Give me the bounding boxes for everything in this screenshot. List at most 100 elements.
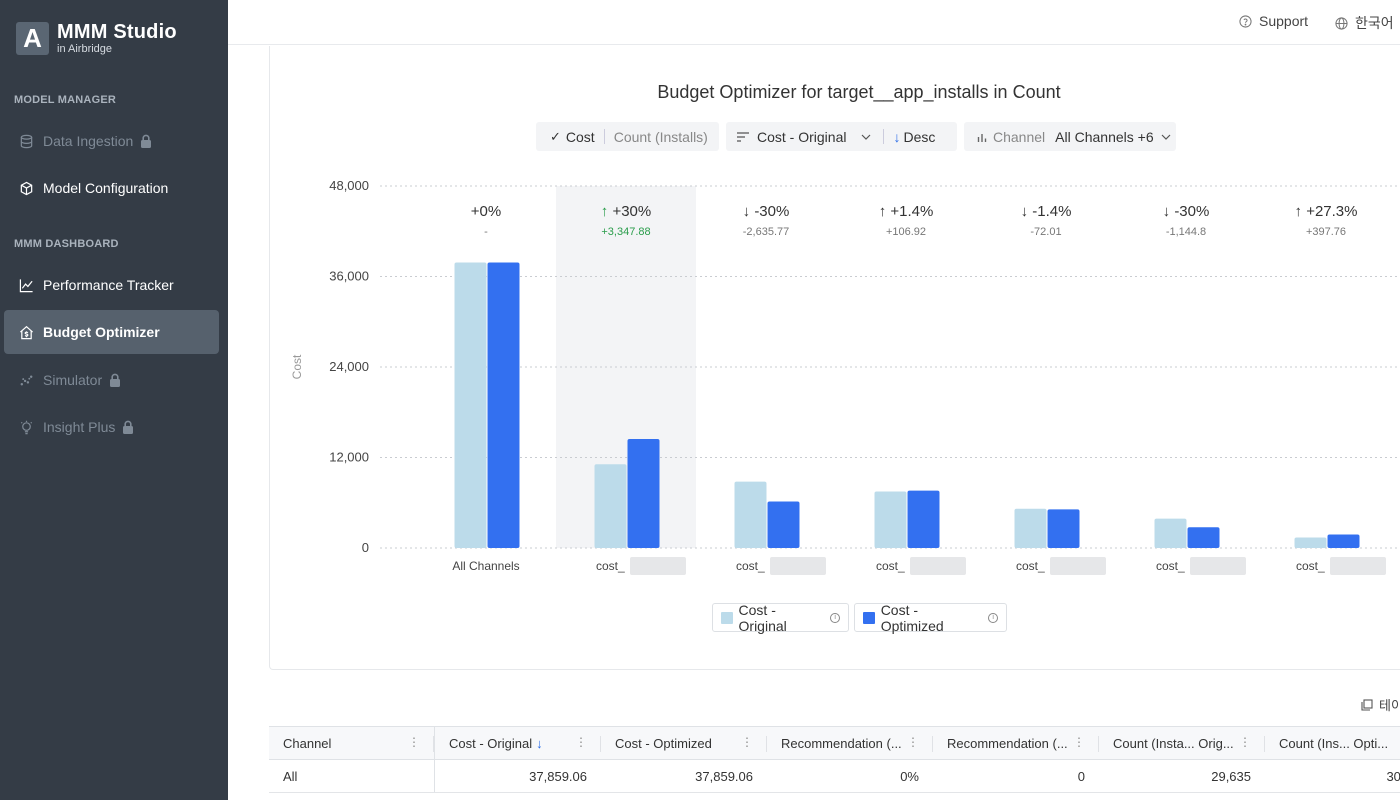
sidebar-item-label: Budget Optimizer	[43, 324, 160, 340]
line-chart-icon	[18, 277, 34, 293]
x-tick-label: cost_	[876, 559, 905, 573]
kebab-menu-icon[interactable]: ⋮	[408, 735, 420, 749]
channel-filter[interactable]: Channel All Channels +6	[964, 122, 1176, 151]
bar-optimized[interactable]	[627, 439, 660, 548]
info-icon[interactable]: i	[830, 612, 840, 623]
table-row[interactable]: All 37,859.06 37,859.06 0% 0 29,635 30,7…	[269, 760, 1400, 793]
kebab-menu-icon[interactable]: ⋮	[741, 735, 753, 749]
change-percent-label: ↓ -30%	[1163, 203, 1210, 220]
bar-optimized[interactable]	[1187, 527, 1220, 548]
column-header-label: Channel	[283, 735, 332, 751]
y-tick-label: 48,000	[329, 178, 369, 193]
sidebar-item-simulator[interactable]: Simulator	[4, 358, 219, 402]
y-tick-label: 12,000	[329, 450, 369, 465]
sidebar-item-model-configuration[interactable]: Model Configuration	[4, 166, 219, 210]
metric-option-cost[interactable]: Cost	[565, 128, 595, 145]
cell-recommendation-pct: 0%	[900, 768, 919, 784]
bar-optimized[interactable]	[767, 501, 800, 548]
app-subtitle: in Airbridge	[57, 43, 113, 55]
sidebar-item-performance-tracker[interactable]: Performance Tracker	[4, 263, 219, 307]
bar-original[interactable]	[734, 481, 767, 548]
column-header-count-optimized[interactable]: Count (Ins... Opti...	[1265, 727, 1400, 759]
language-switcher[interactable]: 한국어	[1335, 13, 1394, 33]
globe-icon	[1335, 16, 1348, 30]
metric-toggle[interactable]: ✓ Cost Count (Installs)	[536, 122, 719, 151]
lock-icon	[122, 420, 134, 434]
sort-direction[interactable]: Desc	[903, 128, 936, 145]
change-percent-value: +0%	[471, 203, 501, 220]
bar-optimized[interactable]	[1327, 534, 1360, 548]
column-header-label: Count (Ins... Opti...	[1279, 735, 1389, 751]
legend-item-original[interactable]: Cost - Original i	[712, 602, 849, 634]
bar-original[interactable]	[594, 464, 627, 548]
sort-field[interactable]: Cost - Original	[757, 128, 847, 145]
change-percent-label: ↓ -1.4%	[1021, 203, 1072, 220]
arrow-up-icon: ↑	[879, 203, 891, 220]
bar-chart: 0 12,000 24,000 36,000 48,000 Cost All Channel…	[290, 178, 1400, 575]
bar-optimized[interactable]	[487, 262, 520, 548]
cell-count-original: 29,635	[1211, 768, 1251, 784]
sidebar-item-budget-optimizer[interactable]: Budget Optimizer	[4, 310, 219, 354]
bar-original[interactable]	[1294, 537, 1327, 548]
redacted-channel-name	[630, 557, 686, 575]
language-label: 한국어	[1355, 15, 1394, 31]
bar-original[interactable]	[874, 491, 907, 548]
legend-swatch-original	[721, 611, 733, 624]
section-mmm-dashboard: MMM DASHBOARD	[14, 238, 119, 250]
brand[interactable]: A MMM Studio in Airbridge	[16, 22, 177, 55]
bar-optimized[interactable]	[1047, 509, 1080, 548]
legend-item-optimized[interactable]: Cost - Optimized i	[854, 602, 1007, 634]
column-header-channel[interactable]: Channel ⋮	[269, 727, 435, 759]
kebab-menu-icon[interactable]: ⋮	[907, 735, 919, 749]
table-header-row: Channel ⋮ Cost - Original ↓ ⋮ Cost - Opt…	[269, 726, 1400, 760]
column-header-cost-optimized[interactable]: Cost - Optimized ⋮	[601, 727, 767, 759]
metric-option-count[interactable]: Count (Installs)	[613, 128, 708, 145]
support-link[interactable]: Support	[1239, 13, 1308, 29]
arrow-up-icon: ↑	[601, 203, 613, 220]
support-label: Support	[1259, 13, 1309, 29]
change-absolute-label: -2,635.77	[743, 226, 789, 238]
bar-chart-icon	[977, 133, 987, 142]
change-percent-label: ↑ +30%	[601, 203, 651, 220]
change-absolute-label: -1,144.8	[1166, 226, 1206, 238]
redacted-channel-name	[1050, 557, 1106, 575]
kebab-menu-icon[interactable]: ⋮	[1239, 735, 1251, 749]
check-icon: ✓	[550, 128, 561, 144]
y-tick-label: 0	[362, 540, 369, 555]
column-header-label: Recommendation (...	[947, 735, 1068, 751]
house-dollar-icon	[18, 324, 34, 340]
sort-desc-arrow-icon: ↓	[893, 128, 901, 145]
chevron-down-icon	[1161, 134, 1171, 140]
bar-original[interactable]	[454, 262, 487, 548]
change-percent-value: +30%	[612, 203, 651, 220]
sidebar-item-label: Simulator	[43, 372, 103, 388]
x-tick-label: cost_	[736, 559, 765, 573]
change-percent-value: -1.4%	[1032, 203, 1071, 220]
x-tick-label: cost_	[1296, 559, 1325, 573]
arrow-down-icon: ↓	[743, 203, 755, 220]
sidebar-item-data-ingestion[interactable]: Data Ingestion	[4, 119, 219, 163]
sort-control[interactable]: Cost - Original ↓ Desc	[726, 122, 957, 151]
bar-optimized[interactable]	[907, 490, 940, 548]
scatter-icon	[18, 372, 34, 388]
change-percent-value: +1.4%	[890, 203, 933, 220]
table-view-toggle[interactable]: 테이	[1361, 695, 1400, 714]
sidebar-item-insight-plus[interactable]: Insight Plus	[4, 405, 219, 449]
sidebar-item-label: Data Ingestion	[43, 133, 134, 149]
column-header-count-original[interactable]: Count (Insta... Orig... ⋮	[1099, 727, 1265, 759]
column-header-recommendation-abs[interactable]: Recommendation (... ⋮	[933, 727, 1099, 759]
info-icon[interactable]: i	[988, 612, 998, 623]
column-header-cost-original[interactable]: Cost - Original ↓ ⋮	[435, 727, 601, 759]
kebab-menu-icon[interactable]: ⋮	[575, 735, 587, 749]
column-header-label: Cost - Optimized	[615, 735, 712, 751]
divider	[883, 129, 885, 144]
bar-original[interactable]	[1154, 518, 1187, 548]
arrow-down-icon: ↓	[1163, 203, 1175, 220]
channel-value[interactable]: All Channels +6	[1055, 128, 1154, 145]
bar-original[interactable]	[1014, 508, 1047, 548]
column-header-recommendation-pct[interactable]: Recommendation (... ⋮	[767, 727, 933, 759]
redacted-channel-name	[770, 557, 826, 575]
change-percent-label: ↑ +27.3%	[1295, 203, 1358, 220]
kebab-menu-icon[interactable]: ⋮	[1073, 735, 1085, 749]
chevron-down-icon	[862, 134, 871, 140]
